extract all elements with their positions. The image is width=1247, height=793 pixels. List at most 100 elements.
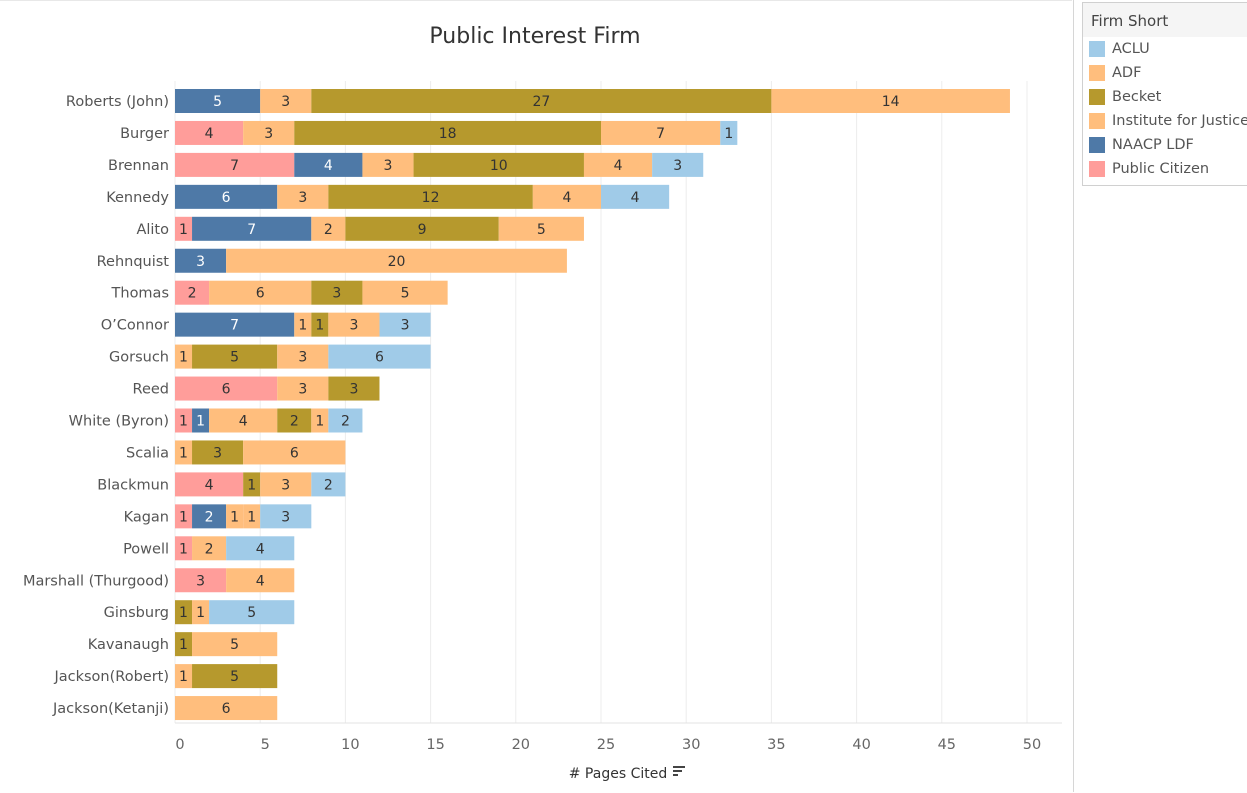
x-tick-label: 0 [175, 737, 184, 753]
bar-segment [175, 600, 193, 625]
data-label: 7 [247, 222, 256, 238]
bar-segment [175, 344, 193, 369]
data-label: 1 [179, 669, 188, 685]
bar-segment [583, 152, 653, 177]
y-tick-label: Kagan [124, 509, 169, 525]
bar-segment [379, 312, 431, 337]
y-tick-label: Powell [123, 541, 169, 557]
x-tick-label: 45 [938, 737, 956, 753]
data-label: 5 [247, 605, 256, 621]
data-label: 6 [222, 190, 231, 206]
legend-item[interactable]: Public Citizen [1083, 157, 1247, 181]
bar-segment [192, 408, 210, 433]
legend-title: Firm Short [1083, 3, 1247, 37]
bar-segment [328, 408, 363, 433]
bar-segment [175, 152, 295, 177]
y-tick-label: Roberts (John) [66, 94, 169, 110]
data-label: 3 [384, 158, 393, 174]
data-label: 2 [188, 286, 197, 302]
bar-segment [243, 504, 261, 529]
bar-segment [260, 472, 312, 497]
bar-segment [209, 600, 295, 625]
data-label: 7 [230, 318, 239, 334]
bar-segment [192, 344, 278, 369]
bar-segment [277, 344, 329, 369]
bar-segment [175, 184, 278, 209]
bar-segment [175, 312, 295, 337]
y-tick-label: Scalia [126, 445, 169, 461]
y-tick-label: O’Connor [101, 318, 169, 334]
x-tick-label: 50 [1023, 737, 1041, 753]
bar-segment [175, 120, 244, 145]
legend-label: Institute for Justice [1112, 113, 1247, 129]
data-label: 6 [222, 382, 231, 398]
legend-label: Becket [1112, 89, 1162, 105]
bar-segment [294, 120, 601, 145]
bar-segment [277, 408, 312, 433]
bar-segment [175, 632, 193, 657]
bar-segment [175, 440, 193, 465]
bar-segment [226, 568, 295, 593]
bar-segment [260, 89, 312, 113]
data-label: 5 [230, 637, 239, 653]
bar-segment [277, 376, 329, 401]
bar-segment [209, 280, 312, 305]
bar-segment [175, 280, 210, 305]
data-label: 4 [324, 158, 333, 174]
legend-item[interactable]: Institute for Justice [1083, 109, 1247, 133]
data-label: 7 [230, 158, 239, 174]
data-label: 3 [332, 286, 341, 302]
bar-segment [175, 89, 261, 113]
y-tick-label: Alito [136, 222, 169, 238]
data-label: 4 [256, 573, 265, 589]
data-label: 1 [196, 414, 205, 430]
legend-item[interactable]: Becket [1083, 85, 1247, 109]
data-label: 3 [298, 190, 307, 206]
panel-divider [1073, 0, 1074, 792]
bar-segment [311, 89, 772, 113]
x-tick-label: 10 [341, 737, 359, 753]
data-label: 2 [324, 477, 333, 493]
data-label: 1 [179, 605, 188, 621]
data-label: 1 [179, 509, 188, 525]
data-label: 2 [290, 414, 299, 430]
data-label: 1 [724, 126, 733, 142]
data-label: 27 [532, 94, 550, 110]
data-label: 12 [422, 190, 440, 206]
bar-segment [345, 216, 499, 241]
data-label: 1 [247, 477, 256, 493]
data-label: 2 [341, 414, 350, 430]
bar-segment [175, 248, 227, 273]
legend-item[interactable]: ADF [1083, 61, 1247, 85]
data-label: 1 [179, 350, 188, 366]
data-label: 1 [179, 637, 188, 653]
bar-segment [192, 216, 312, 241]
x-tick-label: 15 [426, 737, 444, 753]
bar-segment [243, 120, 295, 145]
y-tick-label: Brennan [108, 158, 169, 174]
data-label: 1 [247, 509, 256, 525]
data-label: 9 [418, 222, 427, 238]
bar-segment [175, 408, 193, 433]
data-label: 1 [315, 414, 324, 430]
legend-item[interactable]: ACLU [1083, 37, 1247, 61]
data-label: 6 [290, 445, 299, 461]
bar-segment [192, 536, 227, 561]
data-label: 5 [213, 94, 222, 110]
y-tick-label: Burger [120, 126, 169, 142]
bar-segment [192, 664, 278, 689]
data-label: 14 [882, 94, 900, 110]
legend-swatch [1089, 161, 1105, 177]
x-tick-label: 5 [261, 737, 270, 753]
data-label: 3 [196, 573, 205, 589]
data-label: 2 [324, 222, 333, 238]
bar-segment [226, 248, 567, 273]
bar-segment [277, 184, 329, 209]
data-label: 10 [490, 158, 508, 174]
data-label: 3 [298, 382, 307, 398]
chart-title: Public Interest Firm [429, 24, 640, 49]
legend-item[interactable]: NAACP LDF [1083, 133, 1247, 157]
data-label: 4 [256, 541, 265, 557]
bar-segment [328, 312, 380, 337]
data-label: 6 [256, 286, 265, 302]
